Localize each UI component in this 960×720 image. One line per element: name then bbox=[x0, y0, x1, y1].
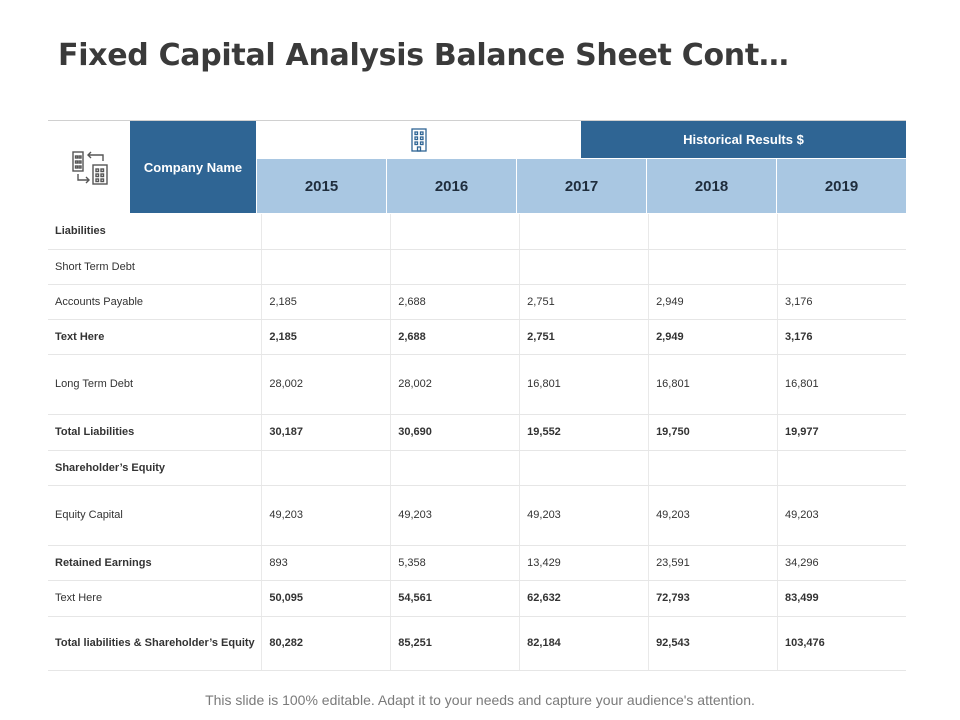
table-row: Shareholder’s Equity bbox=[48, 450, 906, 486]
row-label: Equity Capital bbox=[48, 485, 263, 546]
year-header: 2018 bbox=[647, 159, 777, 213]
cell-value bbox=[648, 249, 778, 285]
cell-value: 28,002 bbox=[261, 354, 392, 415]
cell-value: 85,251 bbox=[390, 616, 521, 671]
year-header: 2019 bbox=[777, 159, 906, 213]
table-row: Text Here 2,185 2,688 2,751 2,949 3,176 bbox=[48, 319, 906, 355]
cell-value: 19,552 bbox=[519, 414, 650, 451]
row-label: Liabilities bbox=[48, 214, 263, 250]
cell-value: 30,187 bbox=[261, 414, 392, 451]
historical-results-header: Historical Results $ bbox=[581, 121, 906, 158]
cell-value: 62,632 bbox=[519, 580, 650, 617]
row-label: Accounts Payable bbox=[48, 284, 263, 320]
cell-value: 2,185 bbox=[261, 284, 392, 320]
cell-value: 49,203 bbox=[777, 485, 906, 546]
table-row: Accounts Payable 2,185 2,688 2,751 2,949… bbox=[48, 284, 906, 320]
table-row: Total Liabilities 30,187 30,690 19,552 1… bbox=[48, 414, 906, 451]
cell-value: 16,801 bbox=[519, 354, 650, 415]
cell-value: 2,688 bbox=[390, 284, 521, 320]
cell-value: 80,282 bbox=[261, 616, 392, 671]
cell-value bbox=[777, 249, 906, 285]
cell-value: 72,793 bbox=[648, 580, 778, 617]
cell-value: 23,591 bbox=[648, 545, 778, 581]
row-label: Text Here bbox=[48, 580, 263, 617]
cell-value: 2,949 bbox=[648, 319, 778, 355]
table-row: Retained Earnings 893 5,358 13,429 23,59… bbox=[48, 545, 906, 581]
cell-value: 30,690 bbox=[390, 414, 521, 451]
company-name-header: Company Name bbox=[130, 121, 256, 213]
table-row: Short Term Debt bbox=[48, 249, 906, 285]
cell-value bbox=[519, 450, 650, 486]
cell-value: 5,358 bbox=[390, 545, 521, 581]
cell-value: 54,561 bbox=[390, 580, 521, 617]
buildings-exchange-icon bbox=[48, 121, 129, 213]
cell-value: 16,801 bbox=[648, 354, 778, 415]
cell-value: 3,176 bbox=[777, 319, 906, 355]
cell-value: 82,184 bbox=[519, 616, 650, 671]
cell-value: 2,949 bbox=[648, 284, 778, 320]
page-title: Fixed Capital Analysis Balance Sheet Con… bbox=[58, 38, 789, 73]
cell-value bbox=[261, 249, 392, 285]
cell-value bbox=[648, 450, 778, 486]
cell-value bbox=[519, 214, 650, 250]
cell-value: 13,429 bbox=[519, 545, 650, 581]
cell-value bbox=[519, 249, 650, 285]
cell-value bbox=[261, 214, 392, 250]
year-header-row: 2015 2016 2017 2018 2019 bbox=[257, 159, 906, 213]
cell-value bbox=[390, 214, 521, 250]
table-row: Liabilities bbox=[48, 214, 906, 250]
year-header: 2015 bbox=[257, 159, 387, 213]
cell-value: 34,296 bbox=[777, 545, 906, 581]
table-row: Total liabilities & Shareholder’s Equity… bbox=[48, 616, 906, 671]
cell-value: 28,002 bbox=[390, 354, 521, 415]
cell-value: 103,476 bbox=[777, 616, 906, 671]
cell-value: 83,499 bbox=[777, 580, 906, 617]
row-label: Total Liabilities bbox=[48, 414, 263, 451]
year-header: 2016 bbox=[387, 159, 517, 213]
cell-value: 19,750 bbox=[648, 414, 778, 451]
cell-value: 16,801 bbox=[777, 354, 906, 415]
cell-value: 3,176 bbox=[777, 284, 906, 320]
cell-value: 49,203 bbox=[519, 485, 650, 546]
row-label: Long Term Debt bbox=[48, 354, 263, 415]
cell-value bbox=[648, 214, 778, 250]
row-label: Total liabilities & Shareholder’s Equity bbox=[48, 616, 263, 671]
header-top-rule bbox=[48, 120, 906, 121]
row-label: Retained Earnings bbox=[48, 545, 263, 581]
balance-sheet-table: Liabilities Short Term Debt Accounts Pay… bbox=[48, 214, 906, 671]
cell-value bbox=[777, 214, 906, 250]
cell-value: 49,203 bbox=[648, 485, 778, 546]
cell-value bbox=[261, 450, 392, 486]
row-label: Text Here bbox=[48, 319, 263, 355]
cell-value: 893 bbox=[261, 545, 392, 581]
cell-value: 49,203 bbox=[390, 485, 521, 546]
cell-value bbox=[390, 450, 521, 486]
row-label: Shareholder’s Equity bbox=[48, 450, 263, 486]
table-row: Long Term Debt 28,002 28,002 16,801 16,8… bbox=[48, 354, 906, 415]
cell-value: 2,688 bbox=[390, 319, 521, 355]
table-row: Text Here 50,095 54,561 62,632 72,793 83… bbox=[48, 580, 906, 617]
cell-value: 92,543 bbox=[648, 616, 778, 671]
cell-value: 19,977 bbox=[777, 414, 906, 451]
cell-value bbox=[390, 249, 521, 285]
year-header: 2017 bbox=[517, 159, 647, 213]
cell-value: 2,185 bbox=[261, 319, 392, 355]
cell-value: 2,751 bbox=[519, 284, 650, 320]
cell-value bbox=[777, 450, 906, 486]
office-building-icon bbox=[257, 121, 580, 158]
row-label: Short Term Debt bbox=[48, 249, 263, 285]
cell-value: 50,095 bbox=[261, 580, 392, 617]
table-row: Equity Capital 49,203 49,203 49,203 49,2… bbox=[48, 485, 906, 546]
footer-note: This slide is 100% editable. Adapt it to… bbox=[205, 692, 755, 708]
cell-value: 49,203 bbox=[261, 485, 392, 546]
cell-value: 2,751 bbox=[519, 319, 650, 355]
